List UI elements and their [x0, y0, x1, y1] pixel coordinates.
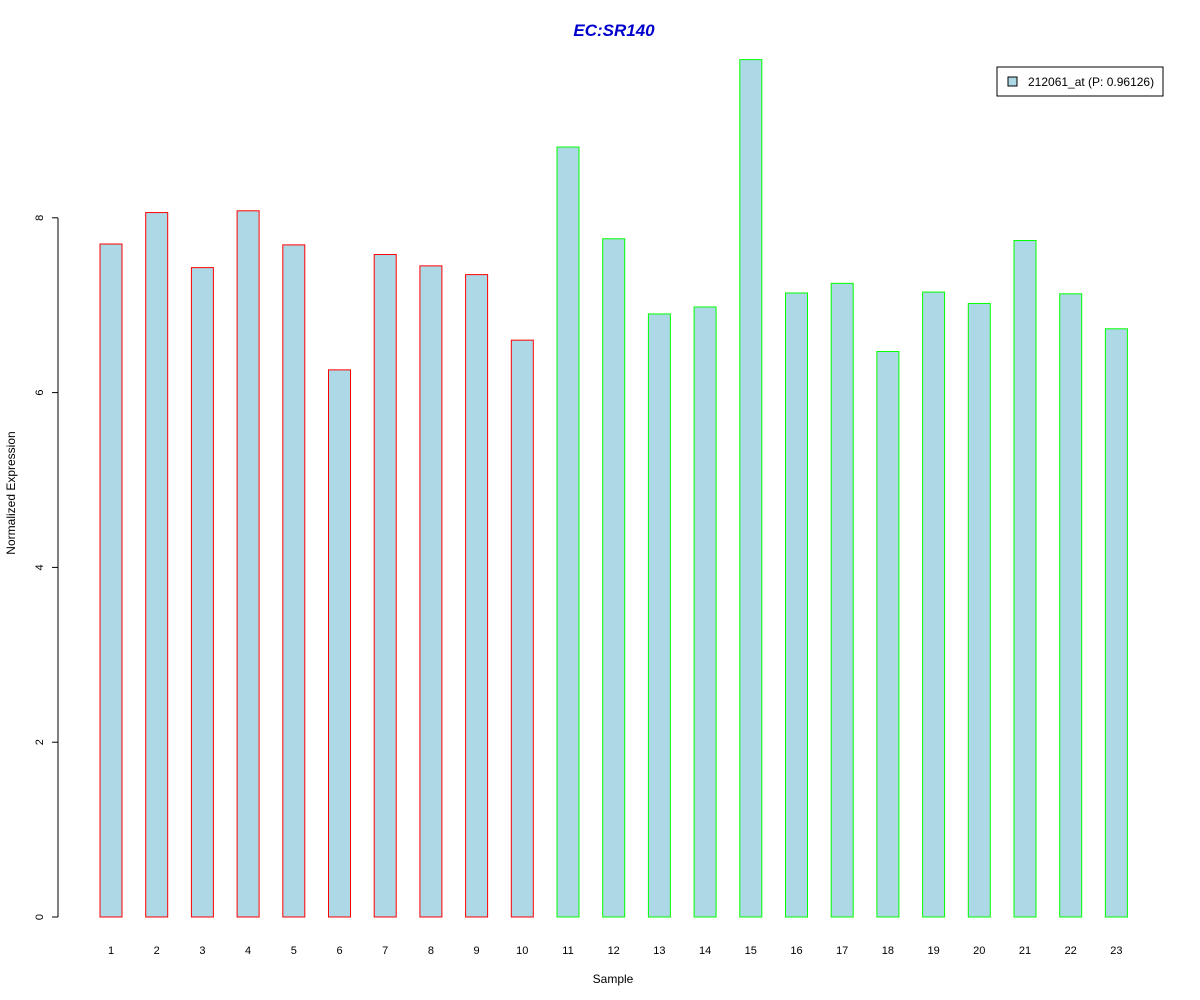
bar-sample-3	[190, 267, 214, 918]
bar-sample-6	[328, 369, 351, 918]
x-tick-label: 6	[336, 945, 342, 957]
bar-sample-22	[1059, 293, 1083, 918]
y-tick-label: 8	[34, 215, 46, 221]
bar-sample-18	[876, 351, 900, 918]
bar-sample-2	[145, 212, 169, 918]
bar-sample-13	[647, 313, 671, 918]
x-tick-labels: 1 2 3 4 5 6 7 8 9 10 11 12 13 14 15 16 17 18 19 20 21 22 23	[108, 945, 1123, 957]
x-tick-label: 10	[516, 945, 528, 957]
legend: 212061_at (P: 0.96126)	[996, 66, 1164, 97]
y-axis: 0 2 4 6 8	[34, 215, 59, 920]
bar-sample-19	[922, 291, 946, 918]
x-tick-label: 13	[653, 945, 665, 957]
x-axis-title: Sample	[593, 972, 634, 986]
x-tick-label: 3	[199, 945, 205, 957]
bar-sample-7	[373, 254, 397, 918]
x-tick-label: 18	[882, 945, 894, 957]
bar-sample-12	[602, 238, 626, 918]
x-tick-label: 17	[836, 945, 848, 957]
y-tick-label: 2	[34, 739, 46, 745]
x-tick-label: 22	[1065, 945, 1077, 957]
y-tick-label: 6	[34, 390, 46, 396]
legend-box	[996, 66, 1164, 97]
x-tick-label: 16	[790, 945, 802, 957]
legend-swatch	[1007, 76, 1018, 87]
x-tick-label: 11	[562, 945, 573, 957]
x-tick-label: 23	[1110, 945, 1122, 957]
bar-sample-15	[739, 59, 763, 918]
bar-sample-23	[1104, 328, 1128, 918]
bar-sample-1	[99, 243, 123, 918]
x-tick-label: 7	[382, 945, 388, 957]
bar-sample-9	[465, 274, 489, 918]
bar-sample-8	[419, 265, 443, 918]
x-tick-label: 9	[474, 945, 480, 957]
y-tick-label: 4	[34, 564, 46, 570]
x-tick-label: 2	[154, 945, 160, 957]
bar-sample-21	[1013, 240, 1037, 918]
y-axis-title: Normalized Expression	[4, 431, 18, 554]
legend-label: 212061_at (P: 0.96126)	[1028, 75, 1154, 89]
x-tick-label: 5	[291, 945, 297, 957]
x-tick-label: 8	[428, 945, 434, 957]
x-tick-label: 19	[927, 945, 939, 957]
chart-title: EC:SR140	[573, 21, 655, 40]
x-tick-label: 4	[245, 945, 251, 957]
bar-sample-4	[236, 210, 260, 918]
x-tick-label: 15	[745, 945, 757, 957]
bar-sample-14	[693, 306, 717, 918]
x-tick-label: 1	[108, 945, 114, 957]
bar-sample-16	[785, 292, 808, 918]
x-tick-label: 20	[973, 945, 985, 957]
x-tick-label: 14	[699, 945, 711, 957]
bar-sample-11	[556, 146, 580, 918]
bar-sample-10	[510, 339, 534, 918]
bar-sample-5	[282, 244, 306, 918]
x-tick-label: 21	[1019, 945, 1031, 957]
bar-sample-17	[830, 282, 854, 918]
x-tick-label: 12	[608, 945, 620, 957]
bars-group	[99, 59, 1128, 918]
bar-sample-20	[967, 302, 991, 918]
y-tick-label: 0	[34, 914, 46, 920]
